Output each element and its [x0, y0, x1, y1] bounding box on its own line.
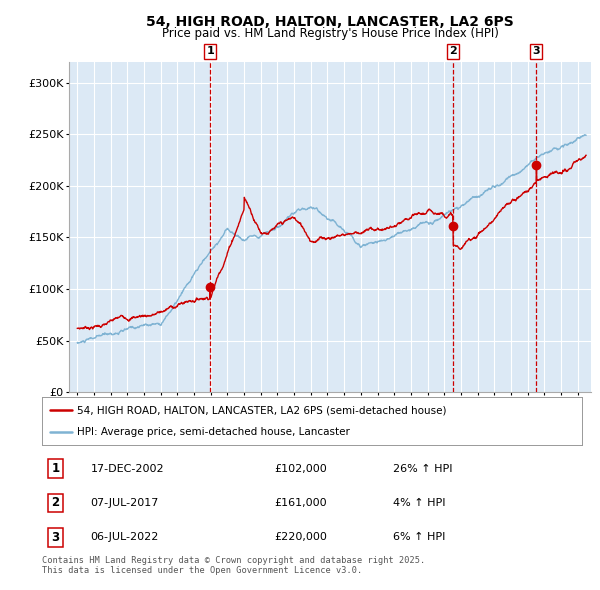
Text: 4% ↑ HPI: 4% ↑ HPI	[393, 498, 445, 508]
Text: 07-JUL-2017: 07-JUL-2017	[91, 498, 159, 508]
Text: 54, HIGH ROAD, HALTON, LANCASTER, LA2 6PS: 54, HIGH ROAD, HALTON, LANCASTER, LA2 6P…	[146, 15, 514, 29]
Text: Contains HM Land Registry data © Crown copyright and database right 2025.
This d: Contains HM Land Registry data © Crown c…	[42, 556, 425, 575]
Text: £220,000: £220,000	[274, 532, 327, 542]
Text: £161,000: £161,000	[274, 498, 327, 508]
Text: 2: 2	[449, 47, 457, 57]
Text: 06-JUL-2022: 06-JUL-2022	[91, 532, 159, 542]
Text: 26% ↑ HPI: 26% ↑ HPI	[393, 464, 452, 474]
Text: 1: 1	[206, 47, 214, 57]
Text: 2: 2	[52, 496, 59, 510]
Text: 54, HIGH ROAD, HALTON, LANCASTER, LA2 6PS (semi-detached house): 54, HIGH ROAD, HALTON, LANCASTER, LA2 6P…	[77, 405, 446, 415]
Text: 17-DEC-2002: 17-DEC-2002	[91, 464, 164, 474]
Text: 1: 1	[52, 462, 59, 476]
Text: Price paid vs. HM Land Registry's House Price Index (HPI): Price paid vs. HM Land Registry's House …	[161, 27, 499, 40]
Text: 6% ↑ HPI: 6% ↑ HPI	[393, 532, 445, 542]
Text: HPI: Average price, semi-detached house, Lancaster: HPI: Average price, semi-detached house,…	[77, 427, 350, 437]
Text: 3: 3	[52, 530, 59, 544]
Text: 3: 3	[532, 47, 540, 57]
Text: £102,000: £102,000	[274, 464, 327, 474]
